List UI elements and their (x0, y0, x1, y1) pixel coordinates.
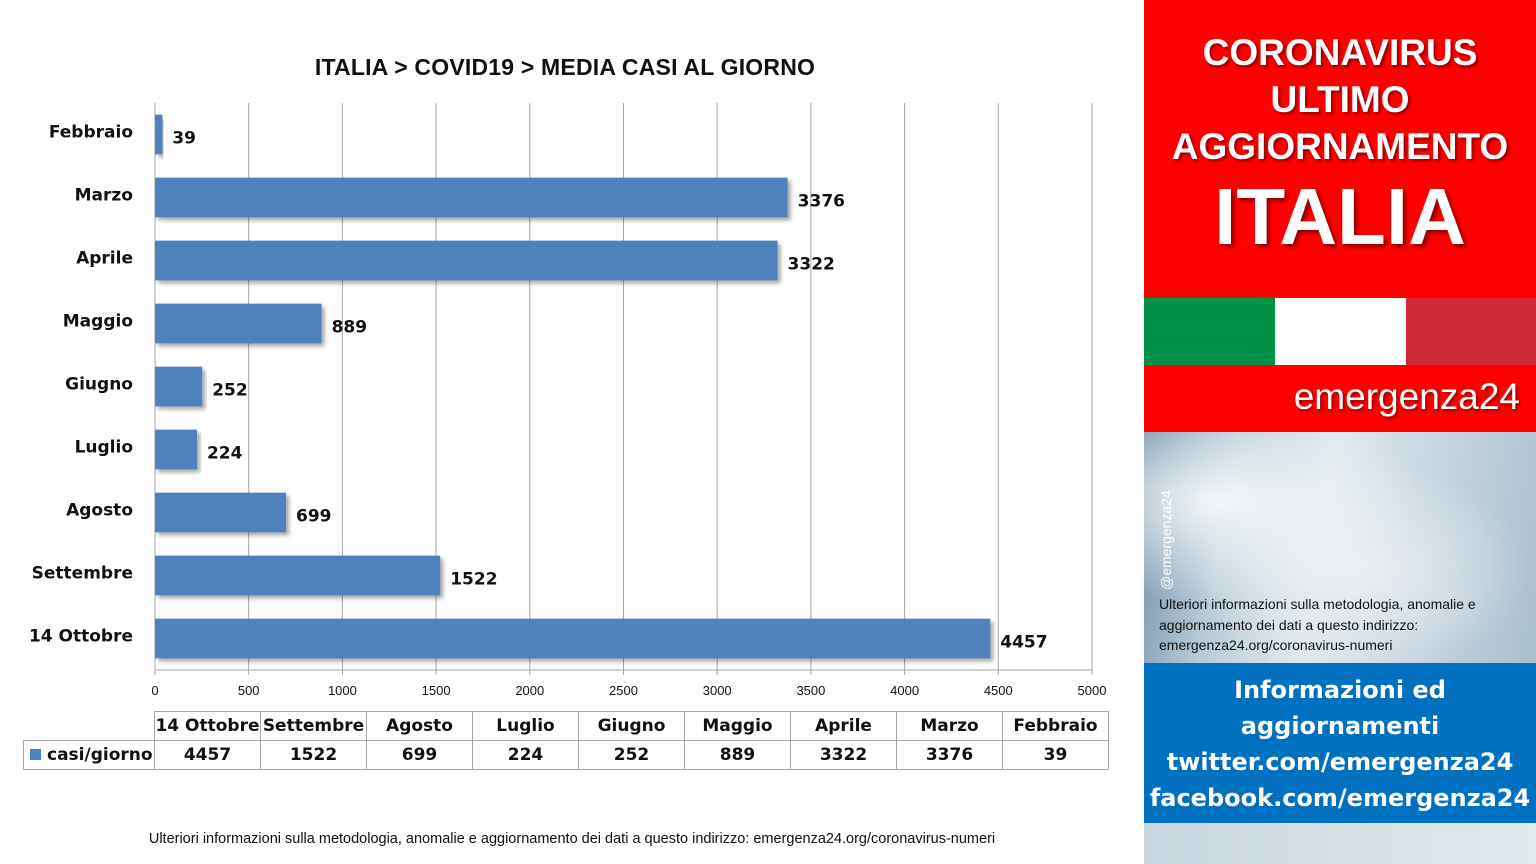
bar (155, 114, 163, 155)
x-tick-label: 1000 (328, 683, 357, 698)
category-label: 14 Ottobre (29, 627, 133, 647)
data-table-cell: 252 (578, 740, 685, 770)
bar (155, 303, 322, 344)
bar (155, 429, 197, 470)
social-handle: @emergenza24 (1158, 490, 1174, 590)
category-label: Febbraio (49, 123, 133, 143)
value-labels: 39 3376 3322 889 252 224 699 1522 4457 (172, 129, 1047, 653)
bar (155, 555, 441, 596)
data-table-header: Settembre (260, 711, 367, 741)
data-table-cell: 889 (684, 740, 791, 770)
bar (155, 366, 203, 407)
data-table-header-row: 14 Ottobre Settembre Agosto Luglio Giugn… (23, 711, 1109, 741)
bar (155, 177, 788, 218)
data-table-header: Aprile (790, 711, 897, 741)
x-tick-label: 4500 (984, 683, 1013, 698)
value-label: 3322 (788, 255, 835, 275)
category-labels: Febbraio Marzo Aprile Maggio Giugno Luglio Ago… (29, 123, 133, 647)
value-label: 1522 (450, 570, 497, 590)
bar-chart: Febbraio Marzo Aprile Maggio Giugno Luglio Ago… (29, 103, 1106, 698)
brand-name: emergenza24 (1293, 376, 1520, 417)
data-table-header: Febbraio (1002, 711, 1109, 741)
facebook-link[interactable]: facebook.com/emergenza24 (1149, 784, 1531, 812)
country-title: ITALIA (1214, 172, 1466, 261)
header-banner: CORONAVIRUS ULTIMO AGGIORNAMENTO ITALIA (1144, 0, 1536, 298)
data-table-corner (23, 711, 155, 741)
category-label: Aprile (76, 249, 133, 269)
category-label: Maggio (63, 312, 133, 332)
data-table-cell: 39 (1002, 740, 1109, 770)
data-table-header: Maggio (684, 711, 791, 741)
flag-green-stripe (1144, 298, 1275, 365)
flag-white-stripe (1275, 298, 1406, 365)
x-tick-label: 500 (238, 683, 260, 698)
data-table-cell: 699 (366, 740, 473, 770)
side-panel: CORONAVIRUS ULTIMO AGGIORNAMENTO ITALIA … (1144, 0, 1536, 864)
methodology-note: Ulteriori informazioni sulla metodologia… (1159, 596, 1476, 653)
value-label: 3376 (798, 192, 845, 212)
data-table-cell: 4457 (154, 740, 261, 770)
x-tick-label: 2500 (609, 683, 638, 698)
data-table-header: Agosto (366, 711, 473, 741)
legend-series-name: casi/giorno (47, 745, 153, 765)
data-table-header: 14 Ottobre (154, 711, 261, 741)
background-photo (1144, 432, 1536, 663)
value-label: 889 (332, 318, 368, 338)
bottom-strip (1144, 823, 1536, 864)
data-table-header: Giugno (578, 711, 685, 741)
category-label: Luglio (75, 438, 133, 458)
data-table-series-legend: casi/giorno (23, 740, 155, 770)
info-line: aggiornamenti (1240, 712, 1440, 740)
bar (155, 618, 991, 659)
bar (155, 240, 778, 281)
value-label: 39 (172, 129, 196, 149)
data-table-cell: 224 (472, 740, 579, 770)
x-tick-label: 2000 (515, 683, 544, 698)
x-tick-label: 5000 (1078, 683, 1107, 698)
brand-bar: emergenza24 (1144, 365, 1536, 432)
data-table: 14 Ottobre Settembre Agosto Luglio Giugn… (23, 711, 1109, 770)
banner-line: AGGIORNAMENTO (1171, 126, 1509, 167)
info-box: Informazioni ed aggiornamenti twitter.co… (1144, 663, 1536, 823)
category-label: Agosto (66, 501, 133, 521)
value-label: 252 (212, 381, 248, 401)
category-label: Giugno (65, 375, 133, 395)
data-table-value-row: casi/giorno 4457 1522 699 224 252 889 33… (23, 740, 1109, 770)
value-label: 699 (296, 507, 332, 527)
x-tick-label: 1500 (422, 683, 451, 698)
x-tick-label: 0 (151, 683, 158, 698)
footer-note: Ulteriori informazioni sulla metodologia… (148, 831, 996, 847)
banner-line: CORONAVIRUS (1202, 32, 1478, 73)
x-tick-labels: 0 500 1000 1500 2000 2500 3000 3500 4000 4500 5000 (151, 683, 1106, 698)
data-table-header: Luglio (472, 711, 579, 741)
value-label: 4457 (1000, 633, 1047, 653)
bars (155, 114, 991, 659)
category-label: Marzo (75, 186, 133, 206)
banner-line: ULTIMO (1270, 79, 1410, 120)
legend-swatch (30, 749, 41, 760)
twitter-link[interactable]: twitter.com/emergenza24 (1166, 748, 1514, 776)
value-label: 224 (207, 444, 243, 464)
data-table-cell: 3376 (896, 740, 1003, 770)
bar (155, 492, 286, 533)
data-table-header: Marzo (896, 711, 1003, 741)
x-tick-label: 3000 (703, 683, 732, 698)
x-tick-label: 4000 (890, 683, 919, 698)
category-label: Settembre (32, 564, 133, 584)
x-tick-label: 3500 (796, 683, 825, 698)
chart-title: ITALIA > COVID19 > MEDIA CASI AL GIORNO (314, 54, 816, 80)
chart-area: ITALIA > COVID19 > MEDIA CASI AL GIORNO … (23, 54, 1109, 847)
info-line: Informazioni ed (1234, 676, 1446, 704)
italian-flag (1144, 298, 1536, 365)
data-table-cell: 1522 (260, 740, 367, 770)
flag-red-stripe (1406, 298, 1536, 365)
data-table-cell: 3322 (790, 740, 897, 770)
